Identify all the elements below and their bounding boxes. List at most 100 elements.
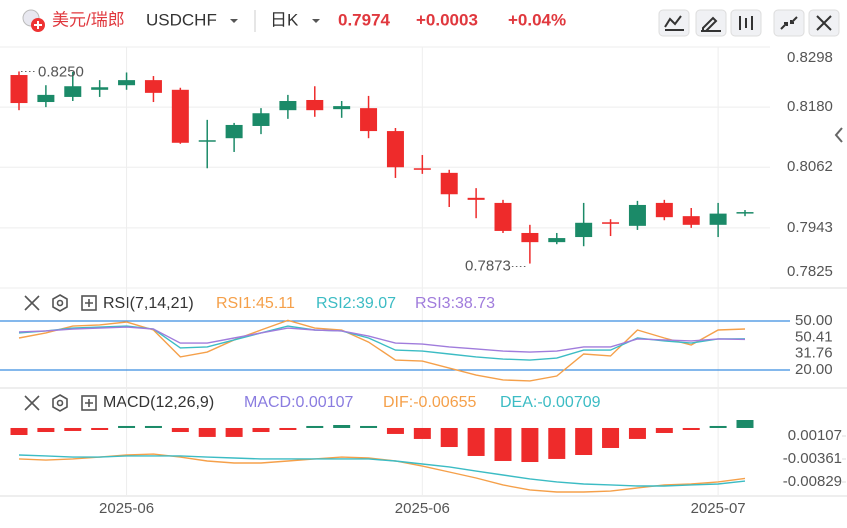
y-axis-label: 50.41 [795, 328, 833, 345]
y-tick-label: 0.8062 [787, 158, 833, 175]
macd-bar [467, 427, 485, 456]
candle-body [467, 197, 485, 200]
candle-body [602, 222, 620, 224]
candle-body [521, 232, 539, 243]
candle-body [252, 113, 270, 126]
macd-bar [575, 427, 593, 455]
macd-bar [386, 427, 404, 434]
annotation: 0.8250 [38, 63, 84, 80]
y-tick-label: -0.00361 [783, 450, 842, 467]
x-tick-label: 2025-07 [691, 500, 746, 517]
expand-arrow[interactable] [834, 127, 843, 143]
macd-bar [494, 427, 512, 461]
candle-body [37, 94, 55, 103]
macd-line [18, 454, 746, 487]
candle-body [655, 202, 673, 218]
macd-bar [118, 425, 136, 428]
y-tick-label: 0.00107 [788, 427, 842, 444]
macd-bar [682, 427, 700, 430]
candle-body [333, 106, 351, 110]
dropdown-arrow[interactable] [230, 19, 238, 23]
y-axis-label: 31.76 [795, 345, 833, 362]
legend-entry: DEA:-0.00709 [500, 394, 601, 411]
macd-bar [144, 425, 162, 428]
candle-body [682, 216, 700, 225]
rsi-controls [24, 294, 97, 312]
candle-body [575, 222, 593, 238]
candle-body [360, 108, 378, 132]
dropdown-arrow[interactable] [312, 19, 320, 23]
rsi-title: RSI(7,14,21) [103, 295, 194, 312]
y-tick-label: 0.8298 [787, 49, 833, 66]
collapse-button[interactable] [773, 9, 805, 37]
change: +0.0003 [416, 10, 478, 29]
macd-bar [602, 427, 620, 448]
candle-body [413, 168, 431, 170]
legend-entry: RSI1:45.11 [216, 295, 295, 312]
candle-body [709, 213, 727, 225]
add-icon[interactable] [81, 395, 97, 411]
macd-bar [521, 427, 539, 463]
period[interactable]: 日K [270, 10, 299, 29]
macd-title: MACD(12,26,9) [103, 394, 214, 411]
candle-body [225, 124, 243, 139]
flag-icon [22, 9, 45, 32]
y-tick-label: 50.00 [795, 312, 833, 329]
toolbar [658, 9, 840, 37]
settings-icon[interactable] [52, 294, 68, 312]
macd-bar [64, 427, 82, 431]
candle-body [144, 80, 162, 93]
macd-bar [225, 427, 243, 437]
close-icon[interactable] [24, 395, 40, 411]
legend-entry: DIF:-0.00655 [383, 394, 476, 411]
macd-bar [333, 425, 351, 428]
y-tick-label: 0.8180 [787, 98, 833, 115]
legend-entry: MACD:0.00107 [244, 394, 353, 411]
macd-bar [37, 427, 55, 433]
macd-bar [440, 427, 458, 448]
candle-body [118, 80, 136, 86]
candle-body [548, 238, 566, 243]
price: 0.7974 [338, 10, 391, 29]
macd-bar [548, 427, 566, 459]
candle-body [494, 202, 512, 231]
settings-icon[interactable] [52, 394, 68, 412]
macd-bar [91, 427, 109, 430]
candle-body [386, 131, 404, 168]
draw-button[interactable] [695, 9, 727, 37]
macd-bar [736, 420, 754, 428]
candle-body [628, 204, 646, 226]
macd-bar [655, 427, 673, 433]
macd-bar [10, 427, 28, 435]
x-tick-label: 2025-06 [99, 500, 154, 517]
candle-body [198, 140, 216, 142]
symbol[interactable]: USDCHF [146, 10, 217, 29]
rsi-line [18, 326, 746, 353]
legend-entry: RSI3:38.73 [415, 295, 495, 312]
macd-bar [279, 427, 297, 430]
macd-bar [709, 425, 727, 428]
macd-bar [628, 427, 646, 439]
macd-bar [413, 427, 431, 439]
pair-name[interactable]: 美元/瑞郎 [52, 10, 125, 29]
legend-entry: RSI2:39.07 [316, 295, 396, 312]
macd-controls [24, 394, 97, 412]
candle-body [171, 89, 189, 143]
y-tick-label: -0.00829 [783, 473, 842, 490]
y-tick-label: 0.7825 [787, 263, 833, 280]
add-icon[interactable] [81, 295, 97, 311]
macd-bar [360, 425, 378, 428]
candle-body [10, 75, 28, 104]
macd-bar [171, 427, 189, 433]
candle-body [440, 172, 458, 195]
toolbar-icons [664, 15, 832, 32]
macd-bar [198, 427, 216, 437]
candle-body [91, 87, 109, 90]
candle-body [64, 86, 82, 97]
macd-bar [252, 427, 270, 433]
close-icon[interactable] [24, 295, 40, 311]
candle-body [736, 212, 754, 214]
